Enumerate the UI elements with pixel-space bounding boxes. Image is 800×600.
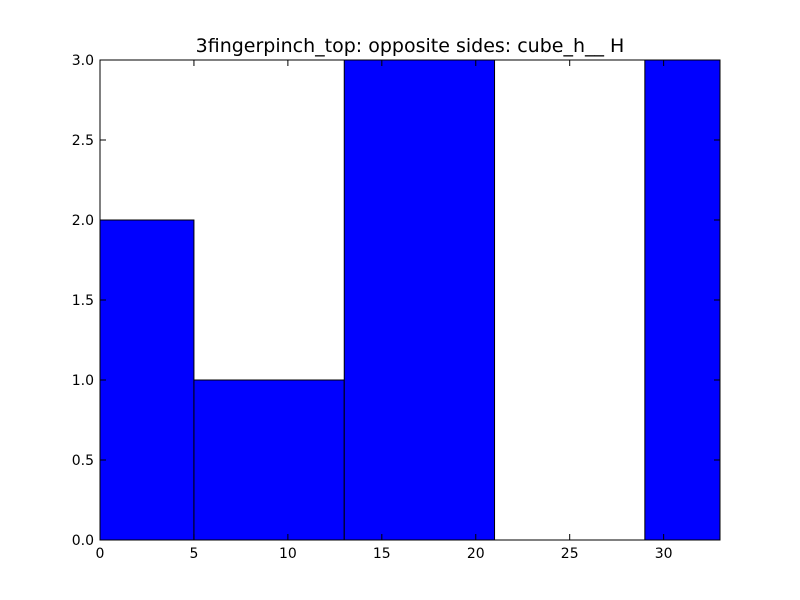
chart-title: 3fingerpinch_top: opposite sides: cube_h… xyxy=(196,35,625,57)
x-tick-label: 10 xyxy=(279,546,297,562)
x-tick-label: 20 xyxy=(467,546,485,562)
bars-group xyxy=(100,60,720,540)
x-tick-label: 0 xyxy=(96,546,105,562)
ticks-group: 0 5 10 15 20 25 30 0.0 0.5 1.0 1.5 2.0 2.5 3.0 xyxy=(72,53,720,562)
x-tick-label: 25 xyxy=(561,546,579,562)
y-tick-label: 1.0 xyxy=(72,373,94,389)
histogram-bar xyxy=(644,60,720,540)
y-tick-label: 3.0 xyxy=(72,53,94,69)
y-tick-label: 2.5 xyxy=(72,133,94,149)
x-tick-label: 5 xyxy=(189,546,198,562)
plot-frame xyxy=(99,59,721,541)
histogram-bar xyxy=(343,60,496,540)
histogram-bar xyxy=(100,219,195,540)
x-tick-label: 30 xyxy=(655,546,673,562)
y-tick-label: 0.0 xyxy=(72,533,94,549)
x-tick-label: 15 xyxy=(373,546,391,562)
y-tick-label: 1.5 xyxy=(72,293,94,309)
y-tick-label: 0.5 xyxy=(72,453,94,469)
histogram-bar xyxy=(193,379,345,540)
y-tick-label: 2.0 xyxy=(72,213,94,229)
